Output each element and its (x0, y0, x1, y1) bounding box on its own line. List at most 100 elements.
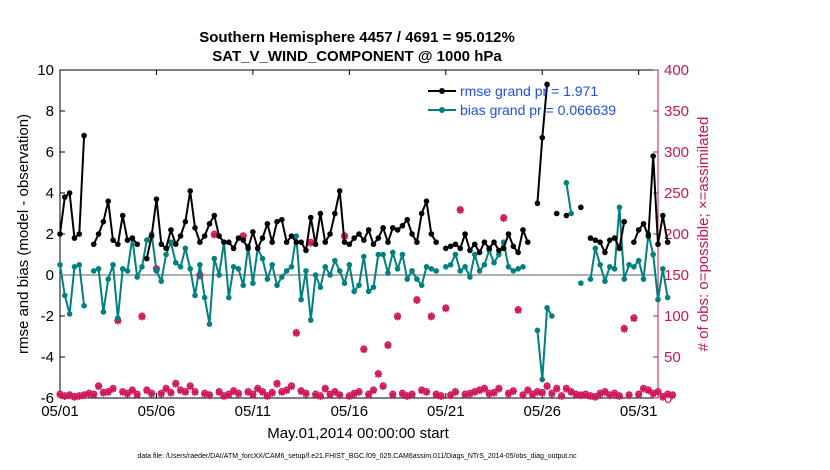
assimilated-point (186, 382, 194, 391)
chart-title-line1: Southern Hemisphere 4457 / 4691 = 95.012… (199, 29, 515, 46)
rmse-point (216, 233, 222, 239)
bias-point (134, 274, 140, 280)
rmse-point (447, 243, 454, 250)
legend-rmse-marker (439, 88, 445, 94)
rmse-point (105, 198, 112, 204)
rmse-point (597, 239, 603, 245)
rmse-point (298, 239, 304, 245)
assimilated-point (654, 388, 662, 396)
assimilated-point (104, 388, 112, 396)
bias-point (602, 278, 608, 284)
bias-point (457, 268, 464, 274)
y-left-tick-label: -4 (41, 349, 54, 366)
bias-point (192, 292, 198, 299)
assimilated-point (456, 206, 464, 214)
assimilated-point (191, 388, 199, 396)
y-axis-right-label: # of obs: o=possible; ×=assimilated (695, 117, 712, 352)
assimilated-point (389, 391, 397, 399)
bias-point (399, 251, 406, 258)
assimilated-point (548, 390, 556, 398)
bias-point (225, 294, 232, 301)
bias-point (62, 292, 68, 299)
rmse-point (221, 239, 227, 245)
bias-line (59, 263, 86, 315)
assimilated-point (157, 390, 165, 398)
assimilated-point (630, 314, 638, 323)
bias-point (230, 264, 237, 270)
bias-point (655, 296, 661, 303)
rmse-point (264, 220, 271, 227)
bias-point (269, 261, 275, 268)
y-left-tick-label: 4 (46, 185, 54, 202)
assimilated-point (533, 388, 542, 396)
bias-point (606, 264, 613, 270)
rmse-point (307, 214, 314, 221)
bias-point (534, 327, 541, 334)
bias-point (177, 264, 184, 270)
bias-point (563, 179, 570, 186)
rmse-point (153, 196, 160, 202)
rmse-point (553, 210, 560, 217)
rmse-point (365, 227, 372, 233)
bias-line (536, 306, 553, 381)
bias-point (592, 245, 599, 252)
bias-point (428, 266, 435, 272)
bias-point (409, 268, 415, 274)
rmse-point (428, 231, 435, 237)
bias-point (144, 237, 150, 243)
rmse-point (467, 247, 473, 254)
bias-point (274, 282, 280, 289)
bias-point (443, 264, 449, 270)
bias-point (66, 311, 73, 317)
bias-point (481, 261, 488, 268)
assimilated-point (123, 390, 132, 398)
bias-point (259, 255, 266, 262)
bias-point (471, 251, 478, 258)
y-left-tick-label: 8 (46, 103, 54, 120)
legend-bias-label: bias grand pr = 0.066639 (460, 102, 616, 118)
assimilated-point (500, 214, 508, 223)
rmse-point (539, 134, 546, 141)
assimilated-point (413, 296, 421, 305)
bias-point (336, 268, 343, 274)
rmse-point (293, 239, 300, 245)
rmse-point (336, 188, 343, 194)
rmse-point (457, 245, 464, 252)
rmse-point (486, 245, 493, 252)
rmse-point (115, 241, 121, 248)
bias-point (635, 257, 642, 264)
assimilated-point (374, 370, 382, 378)
rmse-point (57, 231, 63, 237)
bias-point (365, 288, 372, 295)
assimilated-point (133, 391, 141, 399)
bias-point (660, 266, 666, 272)
bias-point (115, 315, 121, 321)
bias-point (163, 251, 169, 258)
y-left-tick-label: -2 (41, 308, 54, 325)
rmse-point (110, 237, 116, 243)
assimilated-point (94, 382, 103, 391)
assimilated-point (331, 388, 339, 396)
bias-point (153, 268, 160, 274)
assimilated-point (336, 391, 344, 400)
bias-point (168, 239, 174, 245)
rmse-point (283, 239, 290, 245)
rmse-point (327, 231, 333, 237)
rmse-series (57, 81, 671, 262)
rmse-point (269, 239, 275, 245)
y-left-tick-label: 10 (37, 62, 54, 79)
rmse-point (476, 249, 483, 256)
rmse-point (592, 237, 599, 243)
y-left-tick-label: 6 (46, 144, 54, 161)
bias-point (90, 268, 97, 274)
assimilated-point (437, 392, 445, 400)
bias-point (201, 294, 208, 301)
rmse-point (491, 239, 497, 245)
assimilated-point (148, 390, 156, 398)
bias-point (81, 302, 87, 309)
bias-line (565, 182, 573, 214)
y-right-tick-label: 0 (664, 390, 672, 407)
rmse-point (62, 194, 68, 200)
assimilated-point (384, 341, 392, 350)
bias-point (139, 264, 145, 270)
